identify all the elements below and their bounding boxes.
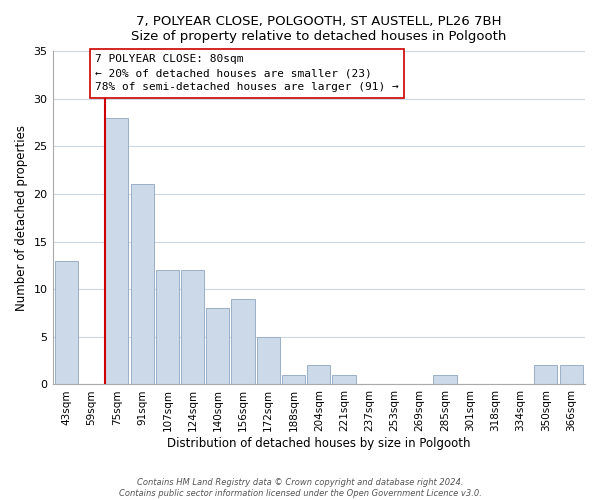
Bar bbox=[156, 270, 179, 384]
Bar bbox=[181, 270, 204, 384]
Bar bbox=[332, 375, 356, 384]
Text: Contains HM Land Registry data © Crown copyright and database right 2024.
Contai: Contains HM Land Registry data © Crown c… bbox=[119, 478, 481, 498]
Text: 7 POLYEAR CLOSE: 80sqm
← 20% of detached houses are smaller (23)
78% of semi-det: 7 POLYEAR CLOSE: 80sqm ← 20% of detached… bbox=[95, 54, 399, 92]
Bar bbox=[282, 375, 305, 384]
Bar bbox=[560, 366, 583, 384]
Bar bbox=[433, 375, 457, 384]
X-axis label: Distribution of detached houses by size in Polgooth: Distribution of detached houses by size … bbox=[167, 437, 470, 450]
Bar bbox=[257, 337, 280, 384]
Bar bbox=[131, 184, 154, 384]
Y-axis label: Number of detached properties: Number of detached properties bbox=[15, 125, 28, 311]
Bar bbox=[307, 366, 331, 384]
Bar bbox=[55, 260, 78, 384]
Bar bbox=[105, 118, 128, 384]
Title: 7, POLYEAR CLOSE, POLGOOTH, ST AUSTELL, PL26 7BH
Size of property relative to de: 7, POLYEAR CLOSE, POLGOOTH, ST AUSTELL, … bbox=[131, 15, 506, 43]
Bar bbox=[534, 366, 557, 384]
Bar bbox=[206, 308, 229, 384]
Bar bbox=[232, 298, 254, 384]
